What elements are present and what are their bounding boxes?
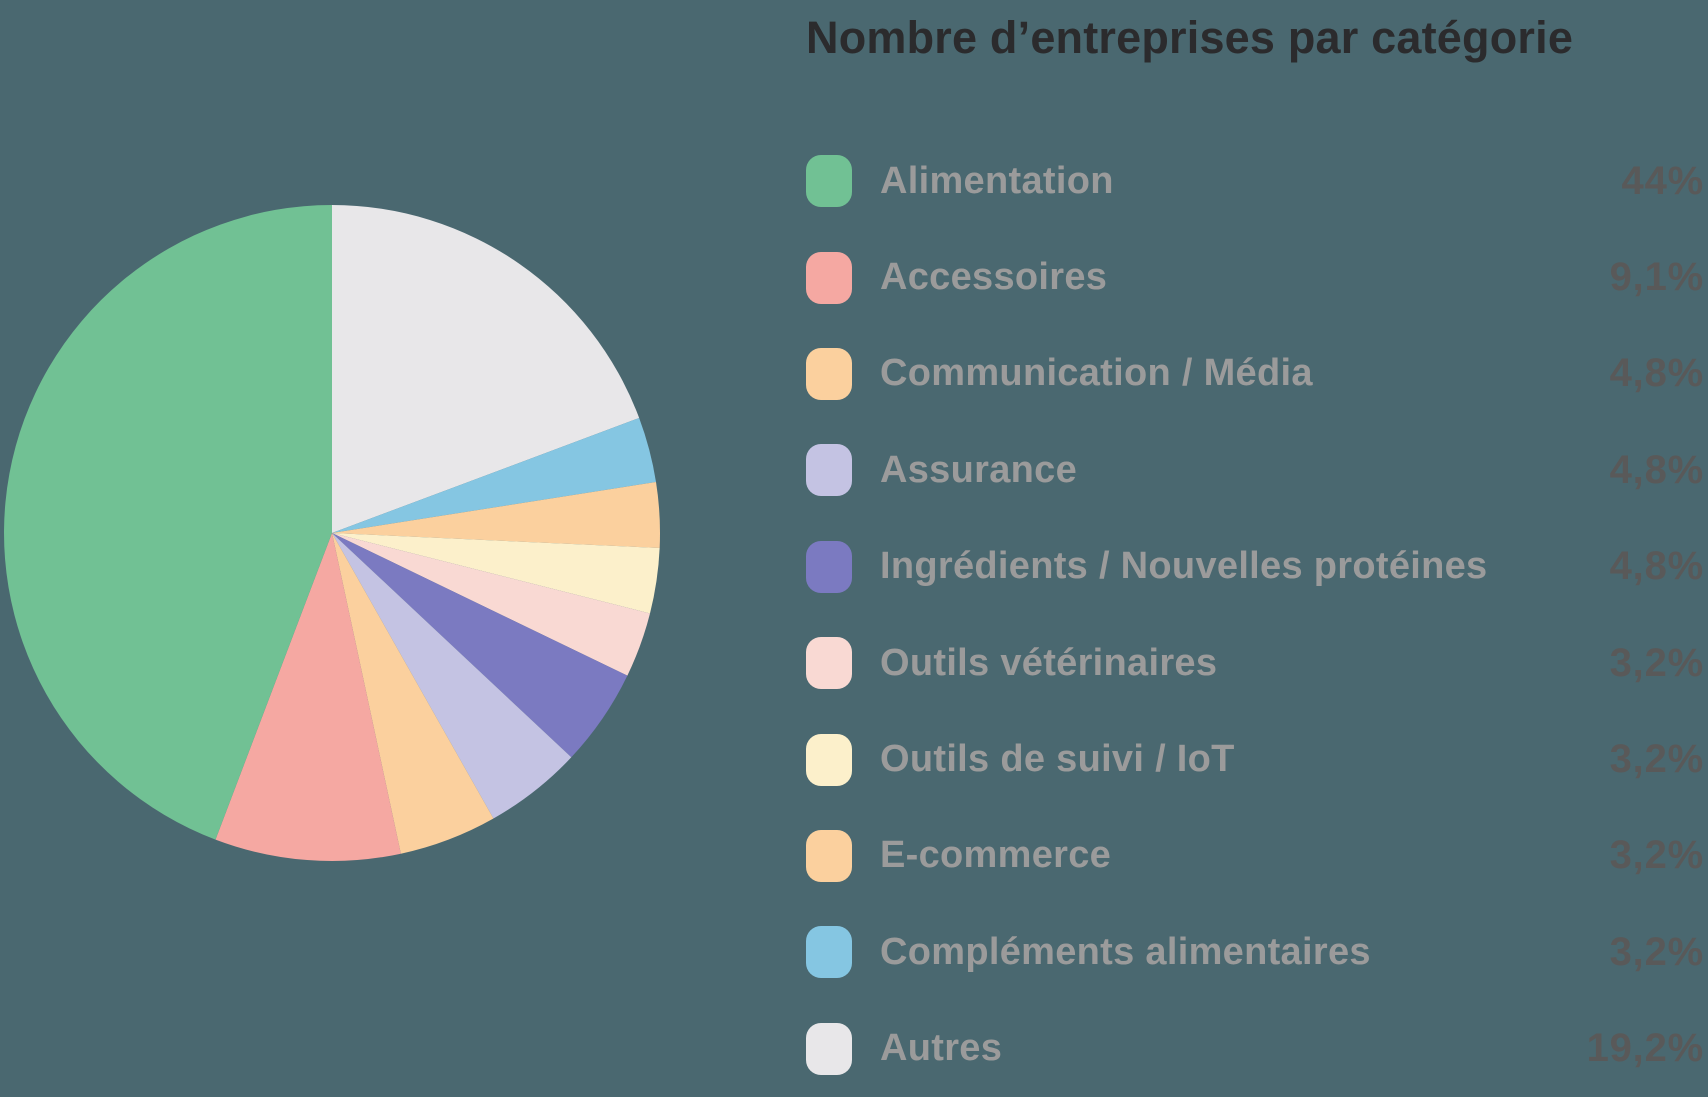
pie-slice-communication-media	[332, 533, 494, 854]
legend-item-outils-de-suivi-iot: Outils de suivi / IoT 3,2%	[806, 711, 1704, 807]
legend-item-label: Outils vétérinaires	[880, 641, 1218, 684]
legend-item-label: Assurance	[880, 448, 1078, 491]
legend-color-swatch	[806, 347, 852, 400]
legend-color-swatch	[806, 637, 852, 690]
chart-title: Nombre d’entreprises par catégorie	[806, 12, 1574, 63]
legend: Alimentation 44% Accessoires 9,1% Communicat…	[806, 133, 1704, 1097]
pie-slice-e-commerce	[332, 481, 661, 549]
pie-slice-outils-veterinaires	[332, 533, 650, 676]
legend-color-swatch	[806, 926, 852, 979]
legend-color-swatch	[806, 1022, 852, 1075]
pie-slice-assurance	[332, 533, 572, 819]
legend-color-swatch	[806, 540, 852, 593]
legend-item-label: Outils de suivi / IoT	[880, 738, 1235, 781]
legend-item-communication-media: Communication / Média 4,8%	[806, 326, 1704, 422]
legend-color-swatch	[806, 444, 852, 497]
pie-slice-ingredients-nouvelles-proteines	[332, 533, 628, 758]
legend-item-label: Accessoires	[880, 256, 1108, 299]
pie-slice-alimentation	[4, 205, 333, 840]
legend-item-alimentation: Alimentation 44%	[806, 133, 1704, 229]
legend-item-label: Ingrédients / Nouvelles protéines	[880, 545, 1488, 588]
legend-item-e-commerce: E-commerce 3,2%	[806, 808, 1704, 904]
legend-item-value: 9,1%	[1609, 255, 1704, 300]
legend-item-autres: Autres 19,2%	[806, 1001, 1704, 1097]
legend-item-label: Autres	[880, 1027, 1003, 1070]
legend-item-value: 4,8%	[1609, 544, 1704, 589]
pie-slice-complements-alimentaires	[332, 417, 656, 533]
pie-slice-accessoires	[215, 533, 401, 861]
pie-slice-outils-de-suivi-iot	[332, 533, 660, 614]
pie-slice-autres	[332, 205, 640, 533]
legend-item-outils-veterinaires: Outils vétérinaires 3,2%	[806, 615, 1704, 711]
legend-color-swatch	[806, 251, 852, 304]
legend-item-accessoires: Accessoires 9,1%	[806, 229, 1704, 325]
legend-item-label: Compléments alimentaires	[880, 930, 1371, 973]
legend-item-value: 3,2%	[1609, 737, 1704, 782]
legend-item-value: 44%	[1621, 158, 1704, 203]
legend-item-ingredients-nouvelles-proteines: Ingrédients / Nouvelles protéines 4,8%	[806, 519, 1704, 615]
legend-color-swatch	[806, 733, 852, 786]
legend-item-value: 3,2%	[1609, 640, 1704, 685]
legend-color-swatch	[806, 155, 852, 208]
legend-item-value: 19,2%	[1586, 1026, 1704, 1071]
legend-item-value: 4,8%	[1609, 351, 1704, 396]
legend-item-label: Alimentation	[880, 159, 1114, 202]
pie-chart	[4, 205, 661, 861]
legend-color-swatch	[806, 829, 852, 882]
legend-item-value: 4,8%	[1609, 447, 1704, 492]
legend-item-value: 3,2%	[1609, 833, 1704, 878]
legend-item-value: 3,2%	[1609, 929, 1704, 974]
legend-item-assurance: Assurance 4,8%	[806, 422, 1704, 518]
legend-item-label: E-commerce	[880, 834, 1112, 877]
legend-item-complements-alimentaires: Compléments alimentaires 3,2%	[806, 904, 1704, 1000]
legend-item-label: Communication / Média	[880, 352, 1313, 395]
